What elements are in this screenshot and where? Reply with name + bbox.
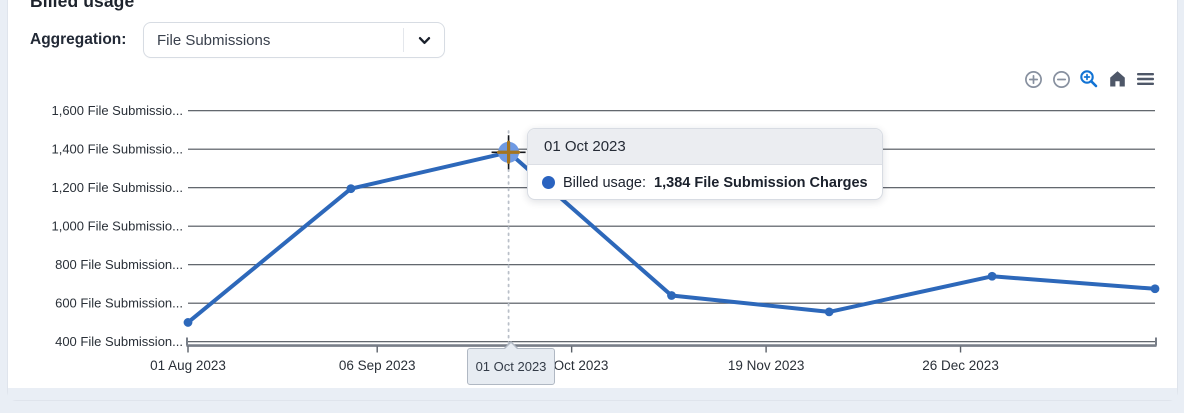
aggregation-label: Aggregation: xyxy=(30,31,127,48)
page-title: Billed usage xyxy=(30,0,135,11)
aggregation-select[interactable]: File Submissions xyxy=(143,22,445,58)
select-divider xyxy=(403,28,404,52)
aggregation-selected-value: File Submissions xyxy=(157,31,271,49)
chevron-down-icon xyxy=(404,33,444,48)
crosshair-x-label-text: 01 Oct 2023 xyxy=(475,359,547,374)
page-bottom-strip xyxy=(8,388,1177,400)
series-dot-icon xyxy=(542,176,555,189)
box-zoom-icon[interactable] xyxy=(1079,69,1099,89)
chart-toolbar xyxy=(1023,68,1155,90)
tooltip-value: 1,384 File Submission Charges xyxy=(654,174,868,191)
tooltip-series-label: Billed usage: xyxy=(563,174,647,191)
tooltip-date: 01 Oct 2023 xyxy=(528,129,882,165)
zoom-out-icon[interactable] xyxy=(1051,69,1071,89)
zoom-in-icon[interactable] xyxy=(1023,69,1043,89)
menu-icon[interactable] xyxy=(1135,69,1155,89)
crosshair-x-label: 01 Oct 2023 xyxy=(467,341,555,385)
chart-tooltip: 01 Oct 2023 Billed usage: 1,384 File Sub… xyxy=(527,128,883,200)
reset-home-icon[interactable] xyxy=(1107,69,1127,89)
billed-usage-card: Billed usage Aggregation: File Submissio… xyxy=(7,0,1178,401)
